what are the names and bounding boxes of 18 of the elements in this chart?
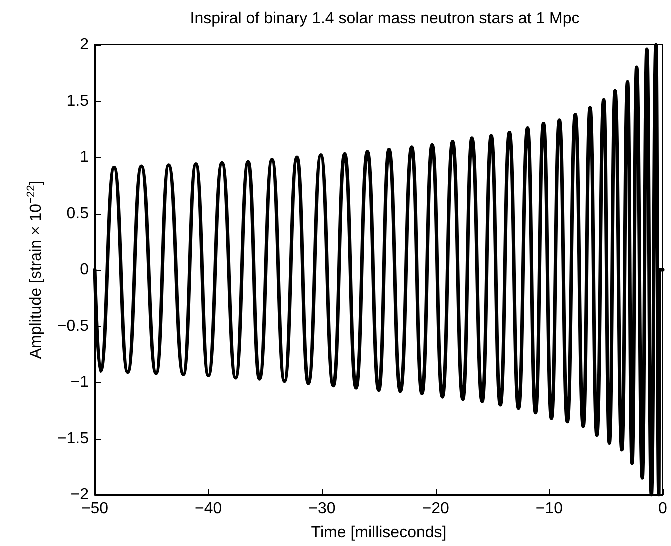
x-axis-title: Time [milliseconds] bbox=[311, 524, 447, 542]
y-tick-label: −1.5 bbox=[57, 430, 90, 448]
y-tick-label: −1 bbox=[70, 374, 90, 391]
y-tick-label: −0.5 bbox=[57, 318, 90, 335]
x-tick-label: −50 bbox=[81, 500, 109, 518]
chart-title: Inspiral of binary 1.4 solar mass neutron stars at 1 Mpc bbox=[190, 10, 580, 28]
x-tick-label: 0 bbox=[658, 500, 668, 518]
y-tick-label: 0.5 bbox=[66, 205, 90, 222]
y-tick-label: 1.5 bbox=[66, 92, 90, 110]
x-tick-label: −10 bbox=[536, 500, 564, 518]
x-tick-label: −30 bbox=[308, 500, 336, 518]
y-tick-label: 2 bbox=[80, 36, 90, 54]
y-axis-title: Amplitude [strain × 10−22] bbox=[26, 180, 45, 360]
x-tick-label: −20 bbox=[422, 500, 450, 518]
x-tick-label: −40 bbox=[195, 500, 222, 518]
y-tick-label: 0 bbox=[80, 262, 90, 278]
y-tick-label: 1 bbox=[80, 149, 90, 166]
y-tick-label: −2 bbox=[70, 486, 90, 504]
